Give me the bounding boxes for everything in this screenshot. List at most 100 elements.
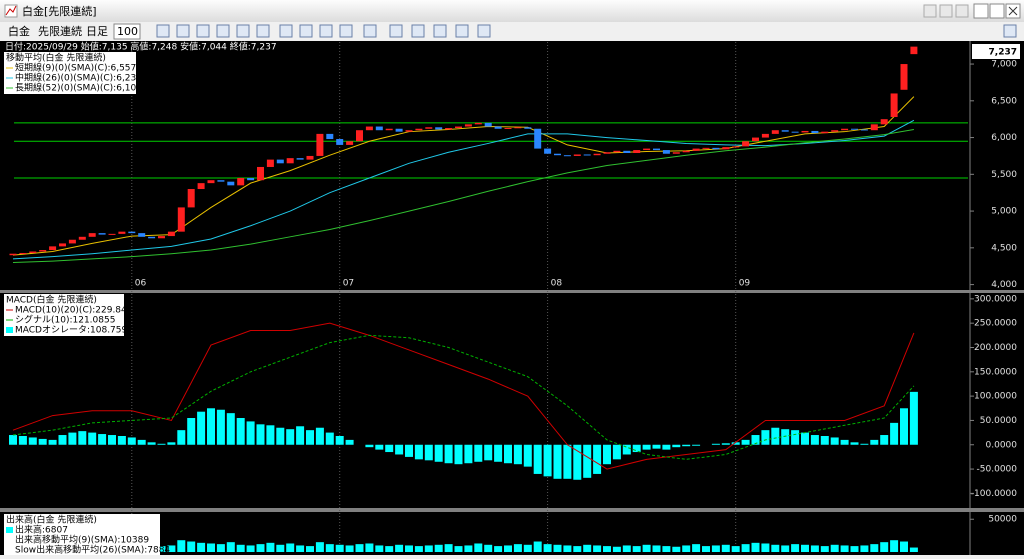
legend-entry: Slow出来高移動平均(26)(SMA):7884	[15, 544, 170, 556]
histogram-bar	[494, 444, 503, 462]
volume-bar	[355, 544, 364, 552]
histogram-bar	[296, 426, 305, 445]
tool-icon[interactable]	[319, 24, 333, 38]
volume-bar	[474, 543, 483, 552]
candle	[197, 183, 205, 190]
tool-icon[interactable]	[216, 24, 230, 38]
tool-icon[interactable]	[156, 24, 170, 38]
histogram-bar	[375, 444, 384, 450]
histogram-bar	[771, 427, 780, 445]
ohlc-header: 日付:2025/09/29 始値:7,135 高値:7,248 安値:7,044…	[5, 41, 277, 53]
volume-bar	[454, 546, 463, 552]
histogram-bar	[424, 444, 433, 461]
panel-separator	[0, 508, 1024, 512]
candle	[158, 236, 165, 239]
histogram-bar	[672, 444, 681, 448]
window-title: 白金[先限連続]	[22, 4, 97, 18]
tool-icon[interactable]	[455, 24, 469, 38]
volume-bar	[672, 546, 681, 552]
tool-icon[interactable]	[196, 24, 210, 38]
volume-bar	[801, 544, 809, 552]
volume-bar	[167, 545, 176, 552]
candle	[227, 181, 235, 186]
minimize-button[interactable]	[973, 3, 989, 19]
contract-button[interactable]: 先限連続	[38, 24, 82, 38]
last-price-label: 7,237	[989, 48, 1017, 58]
tool-icon[interactable]	[176, 24, 190, 38]
candle	[900, 64, 908, 90]
tool-icon[interactable]	[411, 24, 425, 38]
candle	[217, 180, 225, 182]
tool-icon[interactable]	[299, 24, 313, 38]
histogram-bar	[157, 443, 166, 445]
legend-box	[4, 514, 160, 556]
tool-icon[interactable]	[339, 24, 353, 38]
volume-bar	[345, 545, 354, 552]
tool-icon[interactable]	[279, 24, 293, 38]
histogram-bar	[256, 424, 265, 445]
pin-button[interactable]	[923, 4, 937, 18]
volume-bar	[414, 546, 423, 552]
candle	[435, 127, 443, 130]
candle	[316, 133, 324, 156]
histogram-bar	[365, 444, 374, 448]
search-icon[interactable]	[1003, 24, 1017, 38]
histogram-bar	[830, 437, 839, 445]
candle	[356, 130, 363, 142]
item-button[interactable]: 白金	[8, 24, 30, 38]
candle	[851, 128, 858, 130]
histogram-bar	[325, 432, 334, 445]
candle	[732, 146, 740, 148]
y-tick-label: 4,500	[991, 243, 1017, 253]
volume-bar	[553, 544, 562, 552]
copy-button[interactable]	[955, 4, 969, 18]
histogram-bar	[58, 435, 67, 445]
volume-bar	[791, 544, 800, 552]
histogram-bar	[177, 430, 186, 445]
tool-icon[interactable]	[477, 24, 491, 38]
volume-bar	[593, 545, 602, 552]
count-box[interactable]	[113, 23, 141, 40]
legend-title: 出来高(白金 先限連続)	[6, 514, 97, 526]
tool-icon[interactable]	[236, 24, 250, 38]
histogram-bar	[573, 444, 582, 480]
candle	[791, 131, 799, 133]
link-button[interactable]	[939, 4, 953, 18]
histogram-bar	[801, 432, 809, 445]
toolbar-icons	[156, 24, 1017, 38]
candle	[346, 141, 354, 145]
volume-bar	[276, 544, 285, 552]
candle	[78, 236, 86, 240]
histogram-bar	[474, 444, 483, 462]
tool-icon[interactable]	[363, 24, 377, 38]
volume-bar	[563, 545, 572, 552]
candle	[544, 148, 552, 154]
maximize-button[interactable]	[989, 3, 1005, 19]
histogram-bar	[18, 436, 27, 445]
candle	[306, 155, 314, 160]
y-tick-label: 0.0000	[986, 440, 1018, 450]
volume-bar	[464, 545, 473, 552]
histogram-bar	[246, 421, 255, 445]
candle	[860, 129, 868, 131]
histogram-bar	[622, 444, 631, 455]
histogram-bar	[880, 435, 889, 445]
legend-swatch	[6, 327, 13, 333]
tool-icon[interactable]	[256, 24, 270, 38]
volume-bar	[682, 545, 691, 552]
candle	[554, 153, 561, 156]
histogram-bar	[216, 409, 225, 445]
histogram-bar	[78, 431, 87, 445]
x-tick-label: 07	[343, 279, 354, 289]
tool-icon[interactable]	[389, 24, 403, 38]
window-buttons	[923, 3, 1021, 19]
candle	[237, 177, 245, 186]
tool-icon[interactable]	[433, 24, 447, 38]
close-icon	[1008, 6, 1018, 16]
period-button[interactable]: 日足	[86, 25, 108, 38]
volume-bar	[187, 541, 196, 552]
y-tick-label: 6,000	[991, 133, 1017, 143]
histogram-bar	[593, 444, 602, 474]
candle	[375, 126, 383, 131]
